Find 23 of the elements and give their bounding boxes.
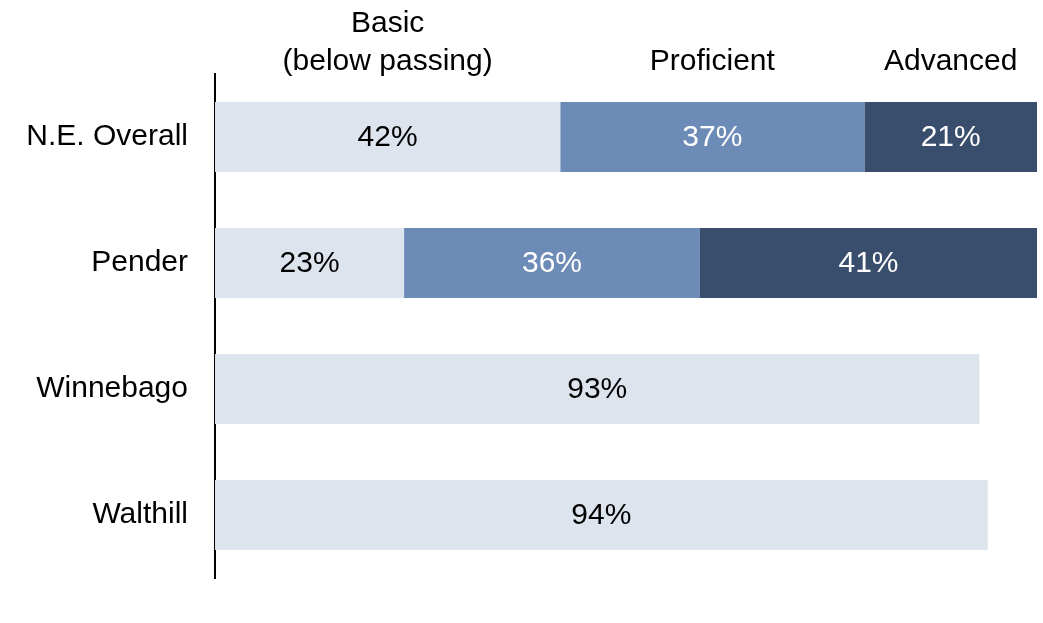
data-label: 23%	[279, 245, 340, 279]
series-label: Advanced	[883, 43, 1018, 76]
series-label: Proficient	[649, 43, 776, 76]
bar	[215, 480, 988, 550]
data-label: 41%	[838, 245, 899, 279]
data-label: 94%	[571, 497, 632, 531]
bar	[215, 228, 405, 298]
series-label: Basic (below passing)	[282, 5, 493, 76]
bar	[215, 102, 561, 172]
y-tick-label: Winnebago	[36, 370, 188, 404]
y-tick-label: Pender	[91, 244, 188, 278]
data-label: 36%	[522, 245, 583, 279]
bar	[864, 102, 1037, 172]
y-tick-label: N.E. Overall	[26, 118, 188, 152]
bar	[560, 102, 865, 172]
data-label: 42%	[357, 119, 418, 153]
bar	[404, 228, 700, 298]
bar	[699, 228, 1037, 298]
data-label: 93%	[567, 371, 628, 405]
data-label: 37%	[682, 119, 743, 153]
data-label: 21%	[920, 119, 981, 153]
y-tick-label: Walthill	[92, 496, 188, 530]
bar	[215, 354, 980, 424]
